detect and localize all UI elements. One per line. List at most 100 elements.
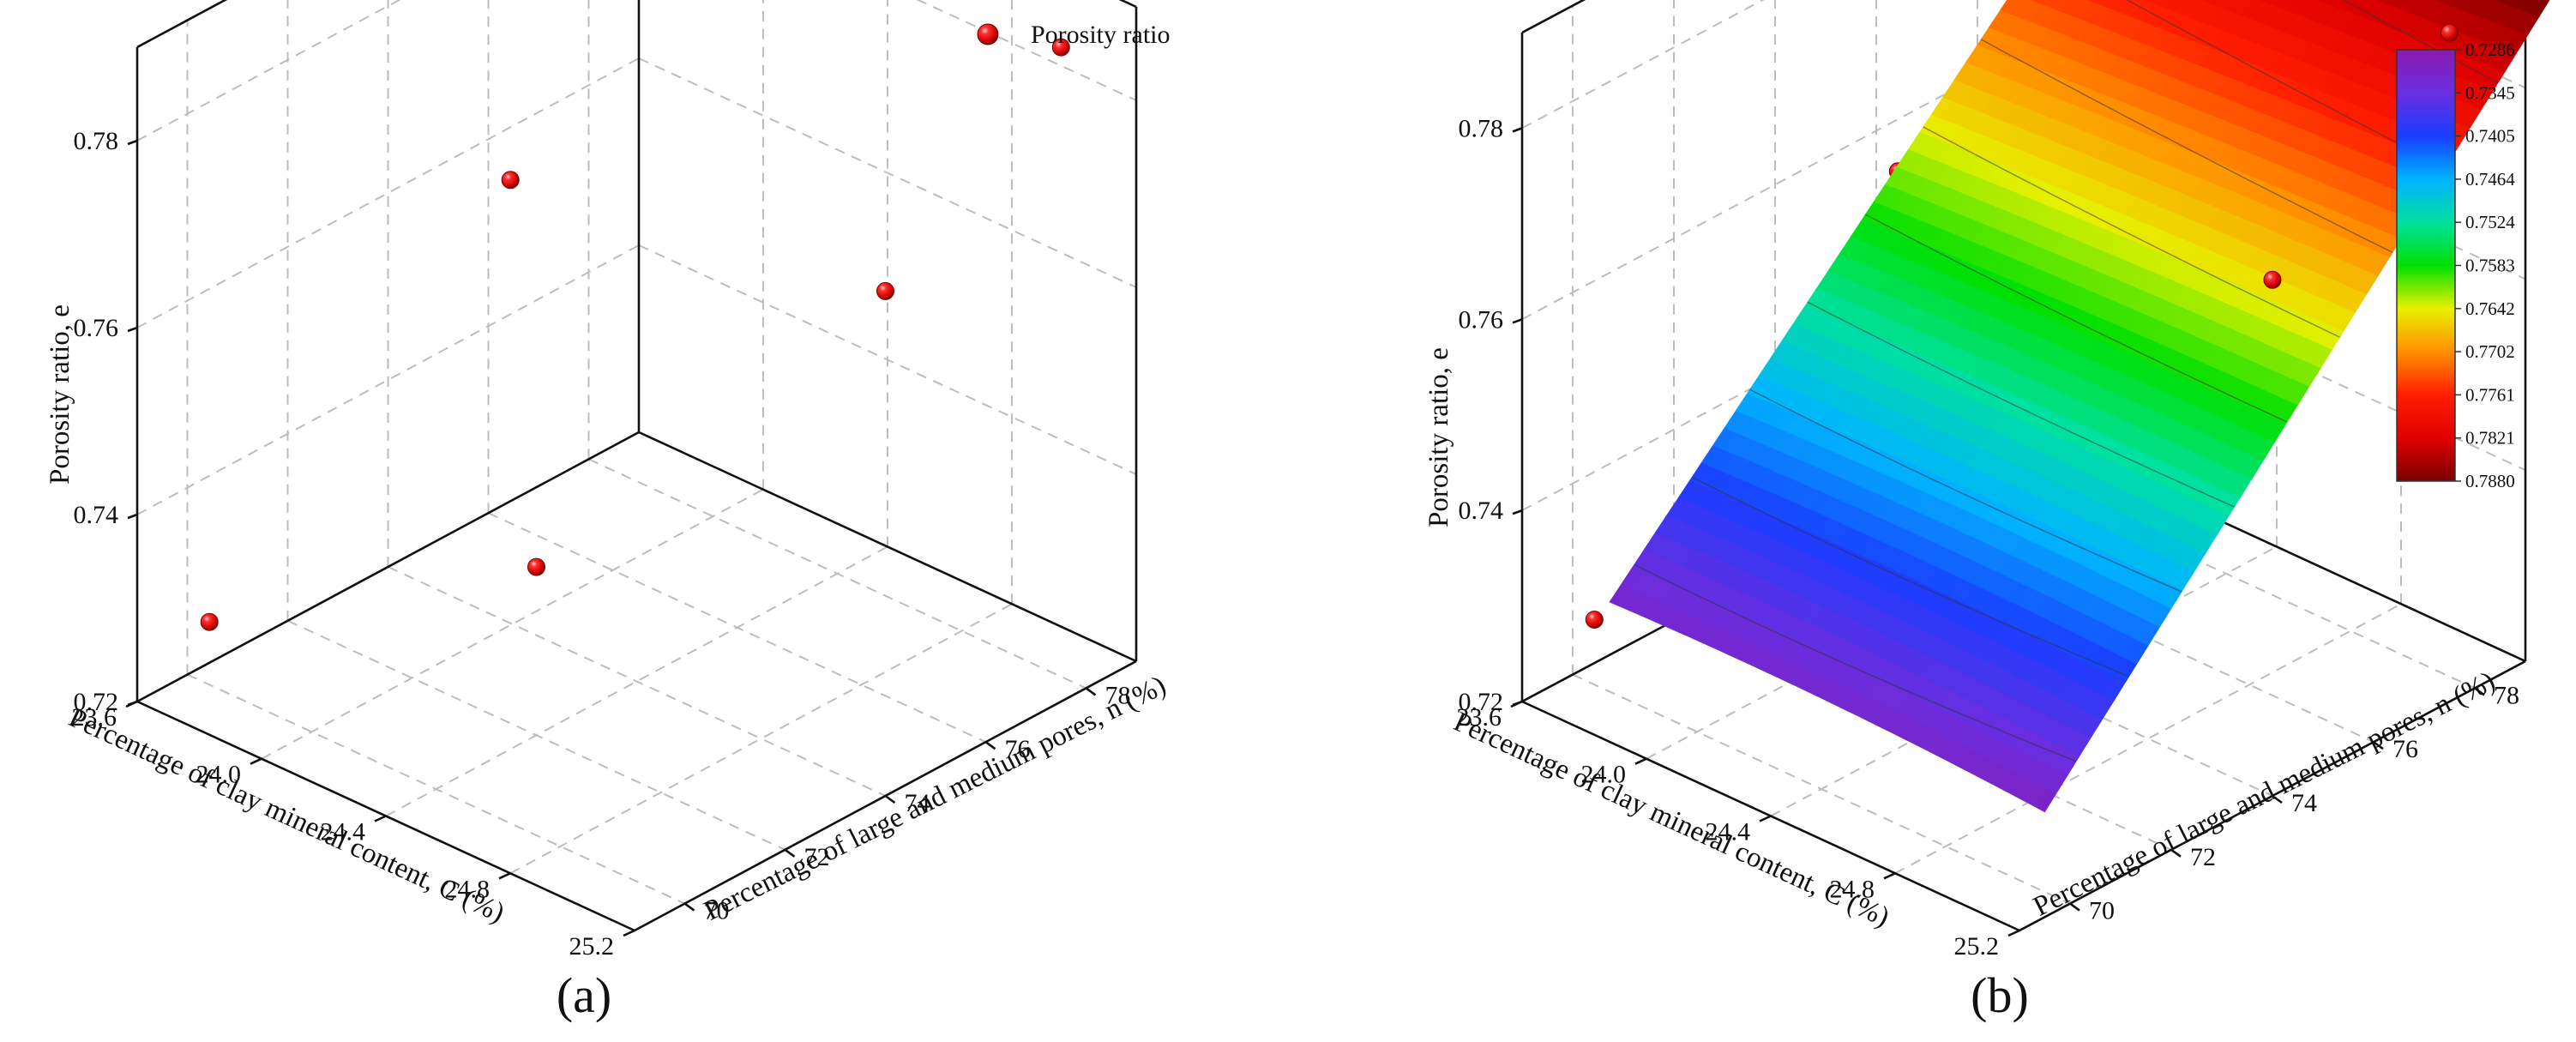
surface-patch [2163, 0, 2182, 12]
panel-b-data-point [1585, 611, 1604, 629]
panel-b-x-tick-label: 23.6 [1457, 703, 1502, 732]
panel-b-x-tick [1634, 757, 1647, 765]
surface-patch [2091, 0, 2107, 6]
panel-b-y-tick [2474, 687, 2485, 696]
panel-a-data-point [501, 171, 520, 190]
panel-a-grid-line [388, 566, 886, 797]
colorbar-ticks: 0.7286 0.7345 0.7405 0.7464 0.7524 0.7583 0.76… [2455, 39, 2515, 491]
surface-patch [2234, 0, 2255, 17]
panel-a-z-tick [127, 700, 138, 707]
surface-patch [2458, 0, 2477, 13]
colorbar-tick-label: 0.7583 [2465, 256, 2515, 276]
panel-b-z-axis-label: Porosity ratio, e [1423, 347, 1454, 527]
colorbar-tick-label: 0.7880 [2465, 471, 2515, 491]
panel-a-label: (a) [557, 967, 611, 1023]
panel-b-x-axis-label: Percentage of clay mineral content, C (%… [1449, 707, 1894, 933]
legend-marker [977, 23, 999, 45]
panel-a-x-tick-label: 24.8 [445, 875, 491, 903]
surface-patch [2406, 0, 2428, 16]
panel-b-z-tick [1512, 127, 1523, 133]
panel-b-y-tick [2373, 741, 2384, 750]
panel-a-grid-line [187, 673, 685, 905]
panel-a-y-tick-label: 72 [804, 843, 830, 871]
surface-patch [2087, 0, 2095, 3]
panel-a-grid-line [638, 57, 1137, 288]
panel-a-grid-line [136, 0, 401, 142]
surface-patch [2213, 0, 2231, 9]
panel-a-data-point [200, 612, 219, 631]
panel-a-y-tick-label: 78 [1105, 681, 1131, 709]
panel-a-z-tick [127, 326, 138, 333]
panel-b-grid-line [1521, 0, 1765, 129]
colorbar-tick-label: 0.7642 [2465, 298, 2515, 319]
panel-a-x-tick-label: 24.4 [321, 818, 366, 846]
panel-a-data-point [876, 281, 894, 300]
surface-patch [2259, 0, 2268, 3]
surface-contour [1807, 301, 2235, 508]
panel-a-y-tick [683, 902, 695, 912]
panel-b-contours [1634, 0, 2499, 762]
surface-patch [2317, 0, 2330, 4]
colorbar-tick-label: 0.7345 [2465, 82, 2515, 103]
panel-b-data-point [2263, 270, 2282, 289]
panel-a-box-edge [136, 431, 640, 703]
surface-contour [1691, 476, 2129, 678]
panel-b-points-front [1585, 23, 2459, 629]
surface-patch [2224, 0, 2243, 13]
panel-a-grid-line [261, 488, 764, 760]
panel-a-chart: 23.6 24.0 24.4 24.8 25.2 70 72 74 76 78 0.72 0.74 0.… [45, 0, 1171, 1023]
panel-a-box-edge [638, 431, 1137, 663]
panel-b-axes: 23.6 24.0 24.4 24.8 25.2 70 72 74 76 78 0.72 0.74 0.… [1457, 0, 2527, 961]
colorbar-tick-label: 0.7761 [2465, 384, 2515, 405]
panel-a-x-tick [250, 757, 262, 765]
panel-a-box-edge [136, 0, 228, 49]
surface-contour [1634, 563, 2077, 762]
panel-a-y-tick [784, 848, 796, 858]
panel-b-z-tick [1512, 700, 1523, 707]
panel-b-data-point [2441, 23, 2459, 42]
panel-a-grid-line [136, 244, 640, 515]
surface-patch [2494, 0, 2501, 3]
colorbar-tick-label: 0.7702 [2465, 341, 2515, 362]
panel-a-x-tick [498, 872, 511, 880]
panel-a-y-tick [984, 741, 996, 750]
panel-a-z-tick [127, 139, 138, 146]
panel-a-grid-line [588, 458, 1086, 690]
panel-a-z-tick [127, 513, 138, 520]
surface-patch [2284, 0, 2305, 15]
surface-patch [2111, 0, 2132, 14]
panel-a-axes: 23.6 24.0 24.4 24.8 25.2 70 72 74 76 78 0.72 0.74 0.… [72, 0, 1138, 961]
surface-patch [2102, 0, 2120, 10]
panel-a-grid-line [638, 244, 1137, 475]
surface-patch [2172, 0, 2194, 15]
panel-b-grid-line [1521, 49, 2029, 321]
panel-b-x-tick [2007, 929, 2020, 937]
panel-b-z-tick-label: 0.78 [1459, 114, 1504, 142]
panel-b-y-tick-label: 78 [2494, 681, 2519, 709]
panel-a-x-tick-label: 24.0 [196, 761, 242, 789]
surface-contour [1980, 39, 2393, 253]
panel-a-x-axis-label: Percentage of clay mineral content, C (%… [64, 702, 509, 929]
panel-b-x-tick [1883, 872, 1896, 880]
panel-a-y-tick-label: 70 [704, 897, 730, 925]
surface-patch [2041, 0, 2057, 9]
panel-a-y-tick [1085, 687, 1097, 696]
surface-patch [2295, 0, 2317, 18]
panel-b-grid-line [1572, 673, 2071, 905]
panel-b-y-tick-label: 72 [2190, 843, 2216, 871]
panel-a-legend: Porosity ratio [977, 21, 1171, 49]
panel-b-x-tick [1759, 815, 1772, 822]
panel-b-grid-line [1894, 603, 2402, 875]
panel-b-grid-line [1770, 545, 2278, 817]
surface-patch [2499, 0, 2513, 6]
surface-patch [2386, 0, 2404, 9]
panel-a-z-tick-label: 0.74 [74, 501, 119, 529]
colorbar-gradient [2396, 49, 2456, 482]
surface-patch [2144, 0, 2157, 4]
surface-patch [2508, 0, 2526, 9]
panel-b-y-tick [2272, 794, 2283, 804]
panel-a-grid-line [509, 603, 1013, 875]
colorbar-tick-label: 0.7524 [2465, 212, 2515, 232]
panel-b-y-tick-label: 70 [2089, 897, 2115, 925]
